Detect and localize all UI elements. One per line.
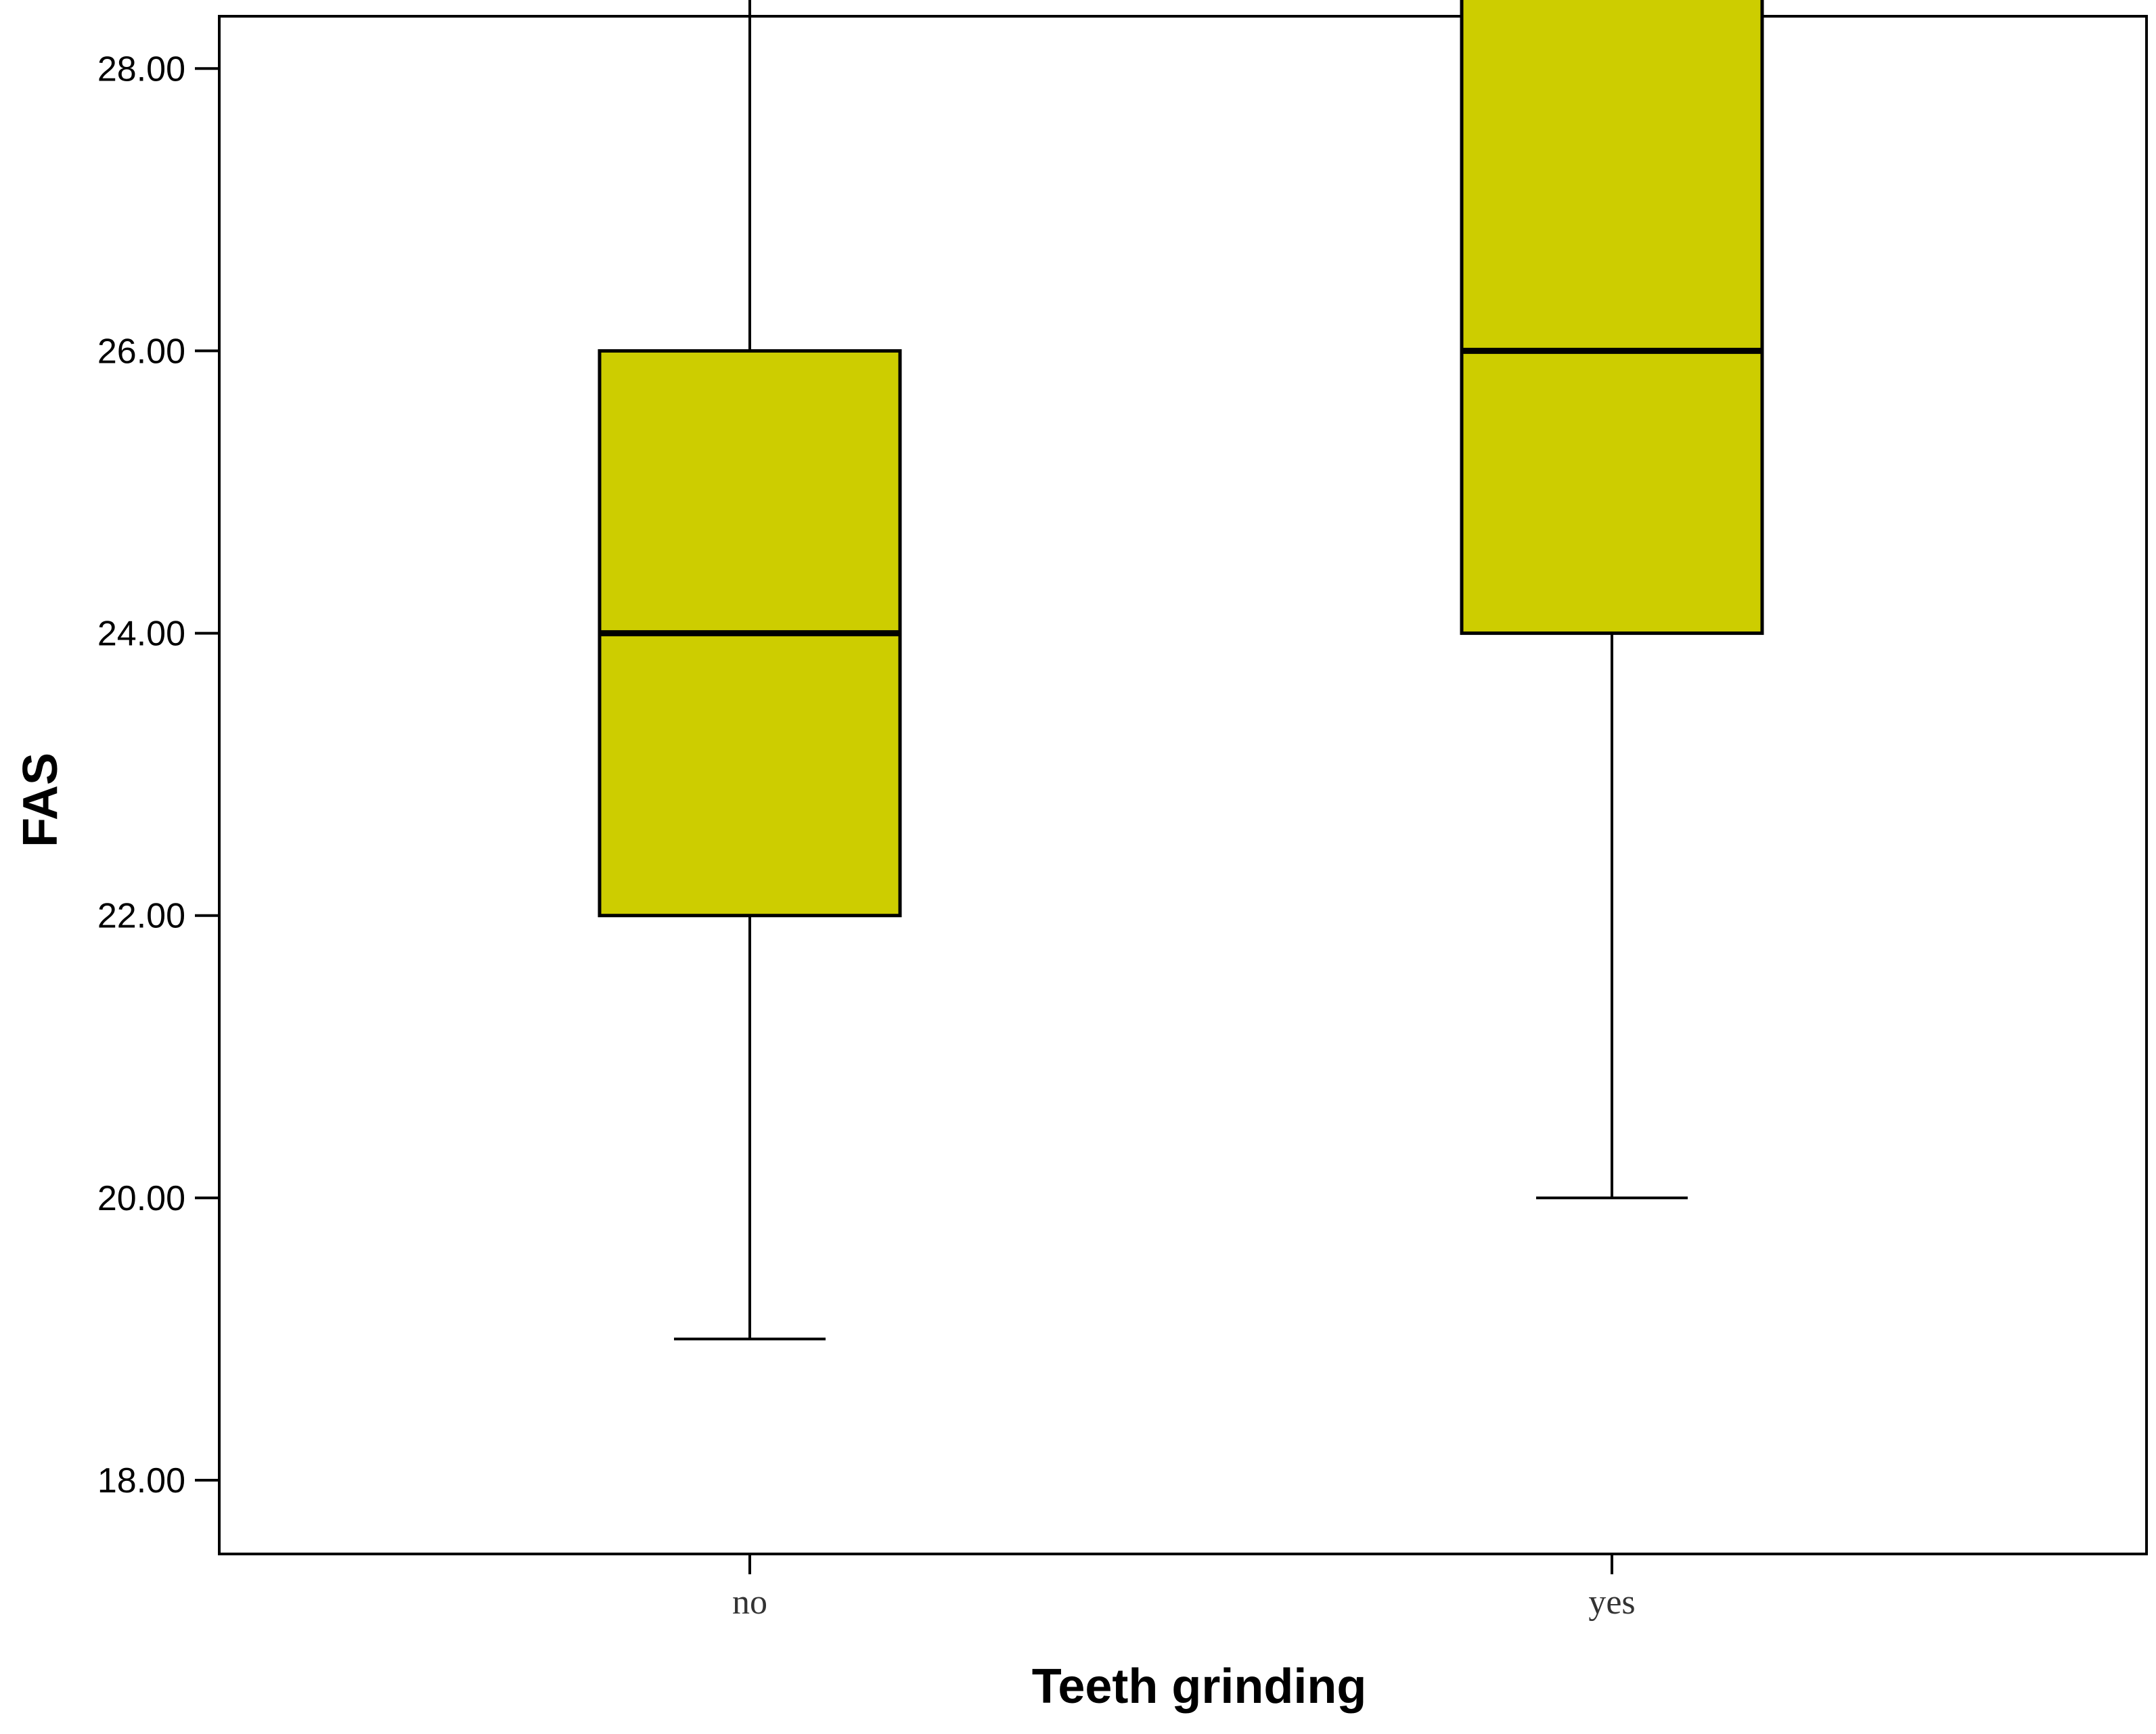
x-axis: no yes [732,1554,1636,1622]
iqr-box [1460,0,1764,636]
y-axis-label: FAS [14,752,68,848]
boxes [598,0,1764,1341]
box-no [598,0,902,1341]
y-tick-label: 20.00 [97,1179,185,1218]
plot-frame [218,15,2148,1555]
x-axis-label: Teeth grinding [1031,1660,1367,1714]
y-tick-label: 26.00 [97,332,185,371]
y-tick-label: 24.00 [97,615,185,654]
y-tick-label: 18.00 [97,1461,185,1500]
x-tick-label: no [732,1583,767,1622]
box-yes [1460,0,1764,1199]
x-tick-label: yes [1588,1583,1635,1622]
y-tick-label: 28.00 [97,49,185,89]
y-tick-label: 22.00 [97,897,185,936]
